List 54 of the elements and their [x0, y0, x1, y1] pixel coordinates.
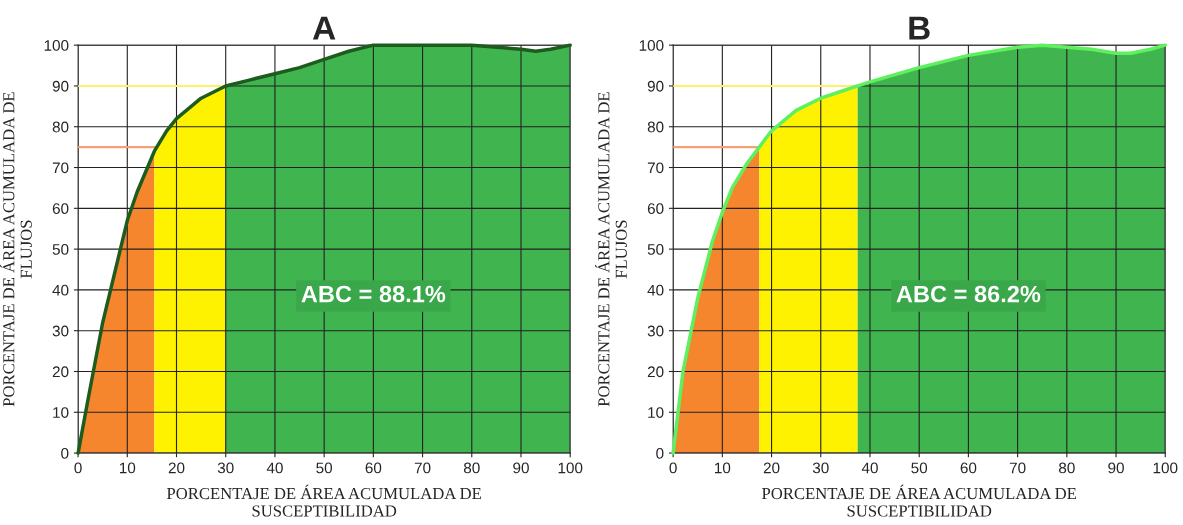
y-tick-label: 50	[52, 243, 69, 255]
x-tick-label: 0	[669, 462, 677, 474]
x-tick-label: 40	[266, 462, 283, 474]
y-tick-label: 100	[44, 40, 69, 51]
line-series	[671, 43, 1167, 455]
y-tick-label: 50	[647, 243, 664, 255]
x-tick-label: 10	[715, 462, 731, 474]
x-tick-label: 50	[316, 462, 333, 474]
x-tick-label: 60	[960, 462, 977, 474]
x-tick-label: 50	[911, 462, 928, 474]
y-tick-label: 40	[52, 284, 69, 296]
x-tick-label: 70	[1009, 462, 1026, 474]
x-tick-label: 80	[463, 462, 480, 474]
y-axis-title: PORCENTAJE DE ÁREA ACUMULADA DE FLUJOS	[595, 92, 627, 407]
y-tick-label: 10	[648, 407, 664, 418]
y-tick-label: 0	[61, 447, 69, 459]
x-tick-label: 80	[1059, 462, 1075, 474]
y-tick-label: 60	[647, 203, 664, 215]
x-tick-label: 20	[763, 462, 780, 474]
y-tick-label: 90	[52, 80, 69, 92]
x-tick-label: 100	[1153, 462, 1178, 474]
y-tick-label: 80	[647, 121, 664, 133]
x-tick-label: 30	[217, 462, 234, 474]
y-tick-label: 30	[52, 325, 69, 337]
y-tick-label: 20	[52, 366, 69, 378]
x-tick-label: 40	[861, 462, 878, 474]
x-tick-label: 100	[558, 462, 583, 474]
y-tick-label: 10	[53, 407, 69, 418]
x-axis-title: PORCENTAJE DE ÁREA ACUMULADA DE SUSCEPTIBILIDAD	[166, 484, 481, 517]
y-tick-label: 70	[52, 162, 69, 174]
y-tick-label: 70	[647, 162, 664, 174]
x-axis-title: PORCENTAJE DE ÁREA ACUMULADA DE SUSCEPTIBILIDAD	[761, 484, 1077, 517]
x-tick-label: 90	[513, 462, 529, 474]
y-tick-label: 100	[639, 40, 664, 51]
x-tick-label: 0	[74, 462, 82, 474]
x-tick-label: 10	[119, 462, 136, 474]
chart-title: A	[312, 16, 336, 40]
x-tick-label: 30	[812, 462, 829, 474]
x-tick-label: 20	[168, 462, 185, 474]
y-tick-label: 20	[647, 366, 664, 378]
x-tick-label: 70	[414, 462, 431, 474]
y-tick-label: 0	[656, 447, 664, 459]
chart-title: B	[909, 16, 930, 40]
y-tick-label: 30	[647, 325, 664, 337]
y-tick-label: 80	[52, 121, 69, 133]
line-series	[76, 43, 572, 455]
annotation: ABC = 86.2%	[896, 285, 1041, 303]
y-tick-label: 90	[647, 80, 664, 92]
y-tick-label: 60	[52, 203, 69, 215]
x-tick-label: 90	[1108, 462, 1124, 474]
y-axis-title: PORCENTAJE DE ÁREA ACUMULADA DE FLUJOS	[0, 92, 32, 407]
x-tick-label: 60	[365, 462, 382, 474]
y-tick-label: 40	[647, 284, 664, 296]
annotation: ABC = 88.1%	[301, 285, 446, 303]
